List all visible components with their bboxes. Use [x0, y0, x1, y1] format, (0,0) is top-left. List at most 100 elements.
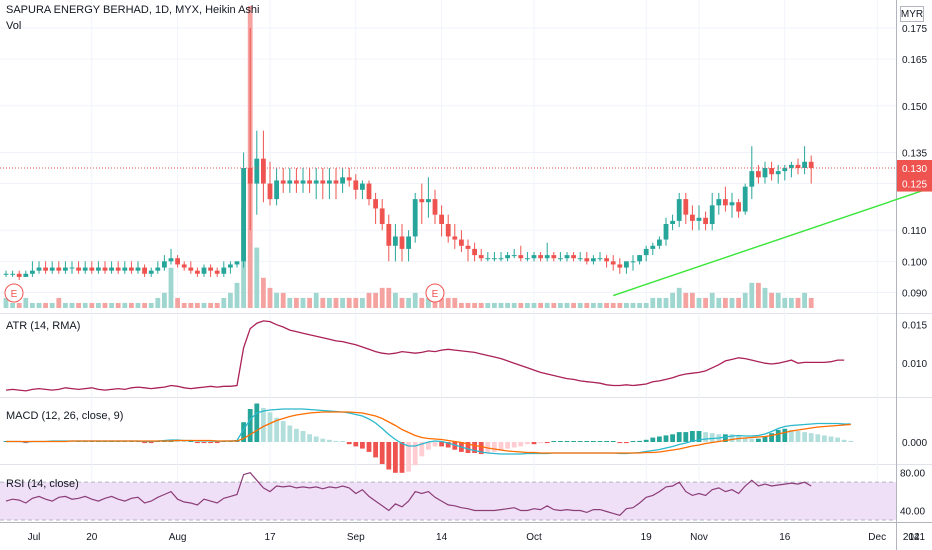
main-legend-title[interactable]: SAPURA ENERGY BERHAD, 1D, MYX, Heikin As…: [6, 4, 260, 16]
macd-histogram-bar: [775, 429, 781, 442]
macd-legend[interactable]: MACD (12, 26, close, 9): [6, 410, 124, 422]
candle-body: [175, 258, 180, 265]
candle-body: [795, 164, 801, 168]
atr-axis-tick-label: 0.015: [902, 321, 927, 332]
volume-bar: [360, 297, 365, 308]
volume-legend[interactable]: Vol: [6, 20, 22, 32]
candle-body: [346, 177, 352, 181]
candle-body: [492, 258, 497, 260]
macd-histogram-bar: [538, 442, 543, 444]
volume-bar: [769, 292, 774, 308]
rsi-legend[interactable]: RSI (14, close): [6, 478, 79, 490]
macd-histogram-bar: [379, 442, 385, 464]
macd-histogram-bar: [320, 438, 326, 442]
candle-body: [142, 267, 147, 274]
volume-bar: [571, 302, 576, 308]
macd-histogram-bar: [756, 438, 761, 442]
rsi-axis-tick-label: 40.00: [900, 507, 925, 518]
candle-body: [353, 180, 359, 190]
candle-body: [531, 255, 537, 259]
candle-body: [294, 180, 299, 184]
candle-body: [254, 158, 260, 184]
macd-histogram-bar: [492, 442, 497, 452]
volume-bar: [492, 302, 497, 308]
candle-body: [663, 224, 669, 240]
volume-bar: [201, 302, 207, 308]
macd-histogram-bar: [201, 442, 207, 444]
volume-bar: [76, 302, 81, 308]
macd-histogram-bar: [393, 442, 398, 473]
volume-bar: [795, 297, 801, 308]
macd-histogram-bar: [142, 442, 147, 444]
macd-histogram-bar: [313, 436, 319, 442]
volume-bar: [472, 302, 477, 308]
volume-bar: [214, 302, 220, 308]
macd-histogram-bar: [300, 431, 306, 442]
candle-body: [129, 267, 134, 271]
candle-body: [657, 239, 662, 246]
macd-histogram-bar: [808, 433, 814, 442]
volume-bar: [36, 302, 42, 308]
candle-body: [102, 267, 108, 271]
macd-histogram-bar: [267, 412, 273, 442]
volume-bar: [775, 292, 781, 308]
candle-body: [802, 161, 807, 168]
volume-bar: [43, 302, 48, 308]
candle-body: [577, 258, 583, 260]
candle-body: [723, 199, 728, 206]
volume-bar: [294, 297, 299, 308]
candle-body: [676, 199, 682, 221]
candle-body: [280, 180, 286, 184]
candle-body: [267, 183, 273, 200]
macd-histogram-bar: [670, 434, 675, 442]
candle-body: [320, 180, 326, 184]
candle-body: [188, 267, 194, 271]
candle-body: [696, 217, 702, 221]
macd-axis-tick-label: 0.000: [902, 438, 927, 449]
volume-bar: [280, 292, 286, 308]
candle-body: [478, 255, 484, 259]
atr-legend[interactable]: ATR (14, RMA): [6, 320, 81, 332]
candle-body: [762, 168, 768, 178]
macd-histogram-bar: [498, 442, 504, 451]
time-axis-tick-label: 16: [779, 532, 791, 543]
macd-histogram-bar: [241, 422, 246, 442]
candle-body: [544, 255, 550, 259]
signal-line: [6, 411, 851, 454]
time-axis-tick-label: 2021: [903, 532, 926, 543]
macd-histogram-bar: [148, 442, 154, 444]
candle-body: [485, 258, 491, 260]
volume-bar: [373, 292, 378, 308]
candle-body: [604, 258, 609, 262]
currency-selector[interactable]: MYR: [900, 6, 924, 22]
volume-bar: [221, 297, 227, 308]
candle-body: [69, 267, 75, 269]
atr-line: [5, 320, 845, 392]
volume-bar: [115, 302, 121, 308]
volume-bar: [155, 297, 161, 308]
time-axis-tick-label: Nov: [690, 532, 708, 543]
candle-body: [89, 267, 95, 271]
time-axis-tick-label: Dec: [868, 532, 886, 543]
volume-bar: [538, 302, 543, 308]
earnings-marker-label: E: [432, 289, 439, 300]
volume-bar: [181, 302, 187, 308]
volume-bar: [30, 302, 35, 308]
volume-bar: [122, 302, 128, 308]
macd-histogram-bar: [511, 442, 517, 448]
macd-histogram-bar: [181, 441, 187, 442]
macd-histogram-bar: [399, 442, 405, 473]
macd-histogram-bar: [584, 441, 590, 442]
volume-bar: [729, 297, 735, 308]
time-axis-tick-label: Aug: [169, 532, 187, 543]
volume-bar: [525, 302, 530, 308]
macd-histogram-bar: [346, 442, 352, 445]
volume-bar: [518, 302, 524, 308]
macd-histogram-bar: [386, 442, 392, 470]
price-axis-tick-label: 0.110: [902, 226, 927, 237]
price-axis-tick-label: 0.175: [902, 24, 927, 35]
volume-bar: [63, 302, 68, 308]
